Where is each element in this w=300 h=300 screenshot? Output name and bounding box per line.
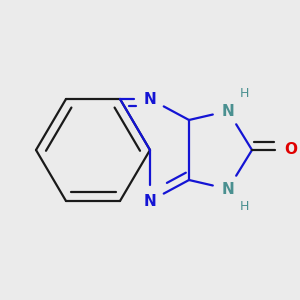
Text: H: H — [240, 200, 249, 214]
Text: N: N — [222, 103, 234, 118]
Text: N: N — [144, 92, 156, 106]
Text: H: H — [240, 86, 249, 100]
Text: N: N — [222, 182, 234, 196]
Text: O: O — [284, 142, 298, 158]
Text: N: N — [144, 194, 156, 208]
